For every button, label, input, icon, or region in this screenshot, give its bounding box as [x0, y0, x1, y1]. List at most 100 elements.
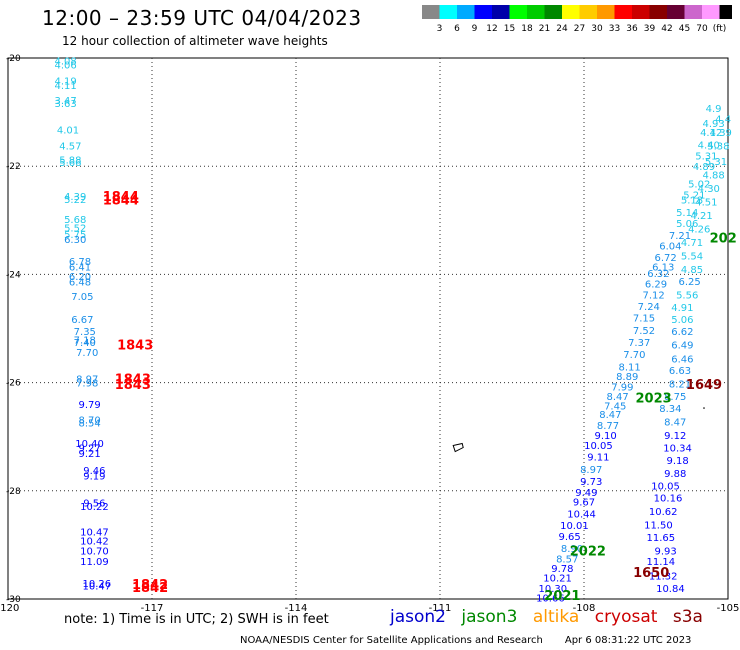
wave-height-label: 11.09	[80, 557, 109, 568]
colorbar-swatch	[667, 5, 685, 19]
wave-height-label: 8.47	[606, 392, 628, 403]
colorbar-label: 12	[486, 24, 497, 34]
wave-height-label: 4.9	[706, 104, 722, 115]
pass-time-label: 1842	[132, 581, 168, 596]
lon-tick-label: -111	[429, 603, 452, 614]
wave-height-label: 5.88	[59, 156, 81, 167]
wave-height-label: 4.40	[698, 141, 720, 152]
island-outline	[452, 442, 464, 453]
wave-height-label: 4.57	[59, 142, 81, 153]
colorbar-swatch	[492, 5, 510, 19]
wave-height-label: 10.34	[663, 444, 692, 455]
wave-height-label: 8.89	[616, 372, 638, 383]
colorbar-label: 21	[539, 24, 550, 34]
pass-time-label: 2022	[570, 544, 606, 559]
wave-height-label: 10.62	[649, 507, 678, 518]
credit-line: NOAA/NESDIS Center for Satellite Applica…	[240, 635, 691, 646]
wave-height-label: 7.98	[76, 379, 98, 390]
colorbar-swatch	[439, 5, 457, 19]
wave-height-label: 9.73	[580, 477, 602, 488]
lat-tick-label: -28	[6, 487, 21, 497]
lon-tick-label: -120	[0, 603, 19, 614]
wave-height-label: 6.20	[69, 272, 91, 283]
wave-height-label: 7.15	[633, 314, 655, 325]
pass-time-label: 1843	[115, 378, 151, 393]
pass-time-label: 1650	[633, 566, 669, 581]
wave-height-label: 10.05	[584, 441, 613, 452]
wave-height-label: 8.47	[664, 418, 686, 429]
wave-height-label: 7.45	[604, 401, 626, 412]
wave-height-label: 10.47	[82, 581, 111, 592]
wave-height-label: 10.16	[654, 493, 683, 504]
wave-height-label: 10.44	[567, 510, 596, 521]
wave-height-label: 10.47	[80, 527, 109, 538]
colorbar-label: 9	[472, 24, 478, 34]
wave-height-label: 4.85	[681, 265, 703, 276]
wave-height-label: 10.70	[80, 546, 109, 557]
pass-time-label: 1842	[132, 578, 168, 593]
wave-height-label: 5.31	[705, 157, 727, 168]
wave-height-label: 11.65	[646, 533, 675, 544]
colorbar-label: 24	[556, 24, 568, 34]
credit-org: NOAA/NESDIS Center for Satellite Applica…	[240, 635, 543, 646]
legend-jason2: jason2	[390, 607, 446, 627]
wave-height-label: 9.18	[666, 456, 688, 467]
wave-height-label: 9.49	[575, 488, 597, 499]
colorbar-swatch	[509, 5, 527, 19]
wave-height-label: 5.06	[671, 315, 693, 326]
legend-jason3: jason3	[461, 607, 518, 627]
wave-height-label: 9.10	[594, 431, 616, 442]
colorbar-swatch	[544, 5, 562, 19]
colorbar-swatch	[562, 5, 580, 19]
wave-height-label: 4.91	[671, 303, 693, 314]
wave-height-label: 8.97	[76, 374, 98, 385]
wave-height-label: 4.11	[54, 81, 76, 92]
wave-height-label: 6.41	[69, 262, 91, 273]
wave-height-label: 4.01	[57, 125, 79, 136]
wave-height-label: 7.40	[74, 338, 96, 349]
wave-height-label: 9.21	[78, 449, 100, 460]
colorbar-label: 15	[504, 24, 515, 34]
wave-height-label: 9.65	[558, 532, 580, 543]
colorbar-label: (ft)	[713, 24, 727, 34]
wave-height-label: 5.18	[681, 196, 703, 207]
generated-time: Apr 6 08:31:22 UTC 2023	[564, 635, 692, 646]
wave-height-label: 8.54	[78, 419, 100, 430]
wave-height-label: 4.30	[698, 184, 720, 195]
wave-height-label: 5.14	[676, 208, 698, 219]
wave-height-label: 4.71	[681, 238, 703, 249]
wave-height-label: 5.21	[683, 190, 705, 201]
wave-height-label: 8.75	[664, 392, 686, 403]
colorbar-swatch	[632, 5, 650, 19]
colorbar-label: 3	[437, 24, 443, 34]
wave-height-label: 8.34	[659, 404, 681, 415]
wave-height-label: 7.35	[74, 327, 96, 338]
wave-height-label: 7.52	[633, 326, 655, 337]
wave-height-label: 11.32	[649, 572, 678, 583]
wave-height-label: 5.02	[688, 180, 710, 191]
wave-height-label: 9.93	[654, 546, 676, 557]
pass-time-label: 202	[710, 232, 737, 247]
wave-height-label: 4.88	[702, 170, 724, 181]
wave-height-label: 10.66	[536, 593, 565, 604]
wave-height-label: 6.48	[69, 277, 91, 288]
wave-height-label: 6.29	[645, 280, 667, 291]
wave-height-label: 5.06	[676, 219, 698, 230]
wave-height-label: 5.54	[681, 251, 703, 262]
wave-height-label: 8.70	[78, 415, 100, 426]
pass-time-label: 1843	[117, 339, 153, 354]
wave-height-label: 4.4	[715, 115, 731, 126]
pass-time-label: 2021	[544, 589, 580, 604]
wave-height-label: 5.75	[64, 230, 86, 241]
islet-dot	[703, 407, 705, 409]
wave-height-label: 6.32	[647, 269, 669, 280]
legend-cryosat: cryosat	[594, 607, 658, 627]
footnote: note: 1) Time is in UTC; 2) SWH is in fe…	[64, 612, 329, 627]
wave-height-label: 7.37	[628, 338, 650, 349]
wave-height-label: 10.01	[560, 521, 589, 532]
wave-height-label: 8.21	[669, 380, 691, 391]
wave-height-label: 7.21	[669, 231, 691, 242]
wave-height-label: 7.12	[642, 290, 664, 301]
wave-height-label: 6.13	[652, 262, 674, 273]
page-subtitle: 12 hour collection of altimeter wave hei…	[62, 34, 328, 48]
